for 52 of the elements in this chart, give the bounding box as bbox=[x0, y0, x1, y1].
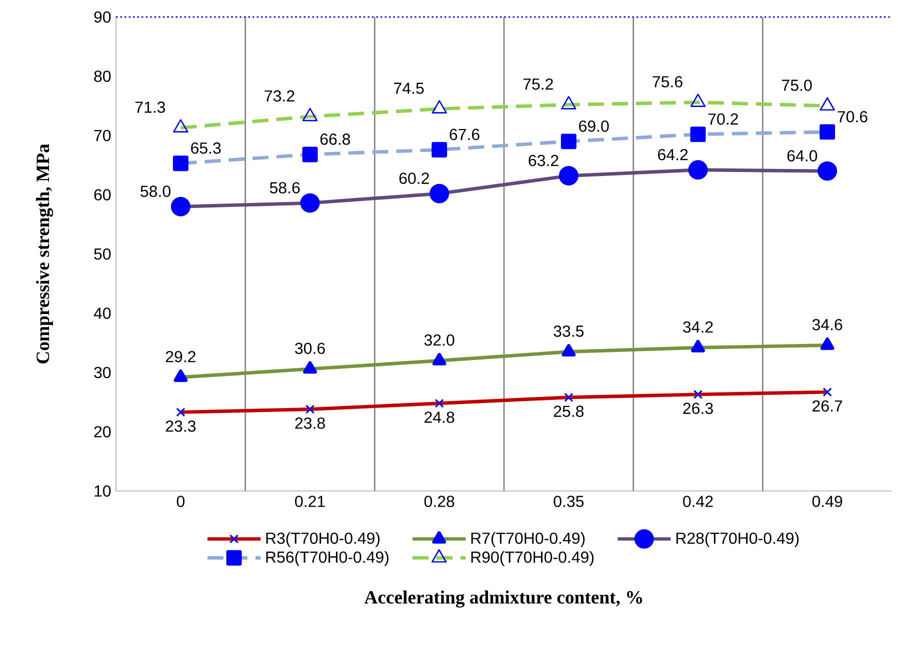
y-tick-label: 60 bbox=[94, 189, 111, 200]
data-label: 24.8 bbox=[424, 412, 454, 423]
legend-label: R56(T70H0-0.49) bbox=[266, 551, 388, 566]
data-label: 67.6 bbox=[450, 128, 480, 140]
data-label: 58.0 bbox=[140, 186, 170, 197]
y-tick-label: 10 bbox=[94, 485, 111, 497]
y-tick-label: 40 bbox=[94, 308, 111, 319]
data-label: 26.7 bbox=[812, 400, 842, 412]
data-label: 64.2 bbox=[658, 148, 688, 160]
x-tick-label: 0 bbox=[176, 496, 185, 508]
y-tick-label: 90 bbox=[94, 11, 111, 23]
data-label: 25.8 bbox=[554, 406, 584, 417]
data-label: 23.3 bbox=[166, 420, 196, 432]
y-tick-label: 50 bbox=[94, 248, 111, 260]
data-label: 23.8 bbox=[295, 418, 325, 429]
data-label: 73.2 bbox=[264, 90, 294, 102]
y-tick-label: 80 bbox=[94, 70, 111, 82]
data-label: 63.2 bbox=[528, 154, 558, 166]
data-label: 34.2 bbox=[683, 321, 713, 333]
legend-label: R28(T70H0-0.49) bbox=[676, 532, 799, 548]
legend-label: R3(T70H0-0.49) bbox=[266, 532, 380, 548]
y-tick-label: 30 bbox=[94, 366, 111, 378]
data-label: 30.6 bbox=[295, 342, 325, 354]
data-label: 69.0 bbox=[579, 120, 609, 132]
data-label: 58.6 bbox=[270, 182, 300, 194]
data-label: 66.8 bbox=[320, 134, 350, 145]
data-label: 60.2 bbox=[399, 172, 429, 184]
x-tick-label: 0.42 bbox=[683, 496, 713, 508]
data-label: 70.2 bbox=[708, 113, 738, 125]
x-tick-label: 0.49 bbox=[812, 496, 842, 508]
x-tick-label: 0.21 bbox=[295, 496, 325, 508]
y-tick-label: 20 bbox=[94, 426, 111, 438]
data-label: 75.6 bbox=[652, 76, 682, 88]
data-label: 70.6 bbox=[838, 111, 868, 122]
data-label: 32.0 bbox=[424, 334, 454, 346]
data-label: 75.0 bbox=[782, 80, 812, 91]
data-label: 74.5 bbox=[394, 82, 424, 94]
data-label: 65.3 bbox=[191, 142, 221, 154]
data-label: 26.3 bbox=[683, 402, 713, 414]
y-tick-label: 70 bbox=[94, 130, 111, 142]
data-label: 64.0 bbox=[787, 150, 818, 162]
x-tick-label: 0.35 bbox=[554, 496, 584, 508]
legend-label: R7(T70H0-0.49) bbox=[471, 532, 585, 548]
data-label: 71.3 bbox=[135, 102, 166, 113]
x-tick-label: 0.28 bbox=[424, 496, 454, 508]
x-axis-title: Accelerating admixture content, % bbox=[364, 590, 642, 608]
data-label: 75.2 bbox=[523, 78, 553, 90]
y-axis-title: Compressive strength, MPa bbox=[36, 144, 54, 364]
data-label: 33.5 bbox=[554, 326, 584, 337]
data-label: 34.6 bbox=[812, 318, 842, 330]
legend-label: R90(T70H0-0.49) bbox=[471, 551, 594, 566]
data-label: 29.2 bbox=[166, 350, 196, 362]
